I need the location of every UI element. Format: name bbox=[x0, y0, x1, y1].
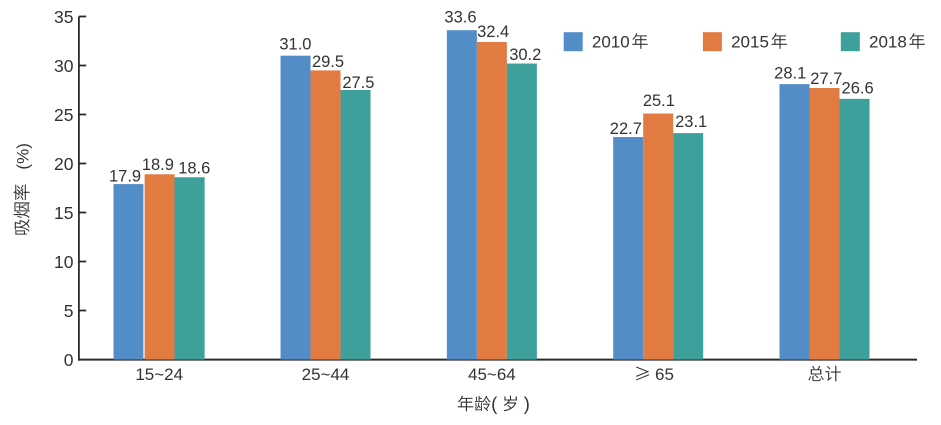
svg-text:15: 15 bbox=[54, 203, 73, 223]
svg-text:18.6: 18.6 bbox=[178, 160, 210, 178]
svg-text:65: 65 bbox=[655, 365, 674, 384]
svg-text:30.2: 30.2 bbox=[509, 46, 541, 64]
svg-text:17.9: 17.9 bbox=[109, 167, 141, 185]
svg-text:30: 30 bbox=[54, 56, 74, 76]
svg-text:45~64: 45~64 bbox=[468, 365, 516, 384]
svg-text:35: 35 bbox=[54, 7, 73, 27]
svg-text:): ) bbox=[524, 393, 530, 414]
svg-text:32.4: 32.4 bbox=[477, 23, 509, 41]
svg-text:15~24: 15~24 bbox=[135, 365, 183, 384]
svg-text:27.5: 27.5 bbox=[342, 74, 374, 92]
svg-text:5: 5 bbox=[64, 301, 74, 321]
svg-text:31.0: 31.0 bbox=[279, 36, 311, 54]
svg-text:28.1: 28.1 bbox=[774, 64, 806, 82]
svg-text:(: ( bbox=[491, 393, 498, 414]
svg-text:25~44: 25~44 bbox=[302, 365, 350, 384]
svg-text:2018: 2018 bbox=[869, 33, 907, 52]
svg-text:29.5: 29.5 bbox=[312, 53, 344, 71]
svg-text:2010: 2010 bbox=[592, 33, 630, 52]
svg-text:0: 0 bbox=[64, 350, 74, 370]
svg-text:10: 10 bbox=[54, 252, 74, 272]
svg-text:33.6: 33.6 bbox=[444, 9, 476, 27]
svg-text:(%): (%) bbox=[13, 143, 32, 169]
svg-text:25.1: 25.1 bbox=[643, 92, 675, 110]
svg-text:22.7: 22.7 bbox=[610, 120, 642, 138]
svg-text:2015: 2015 bbox=[731, 33, 769, 52]
svg-text:27.7: 27.7 bbox=[810, 70, 842, 88]
svg-text:18.9: 18.9 bbox=[142, 156, 174, 174]
svg-text:26.6: 26.6 bbox=[842, 80, 874, 98]
svg-text:25: 25 bbox=[54, 105, 73, 125]
svg-text:23.1: 23.1 bbox=[675, 113, 707, 131]
svg-text:20: 20 bbox=[54, 154, 74, 174]
